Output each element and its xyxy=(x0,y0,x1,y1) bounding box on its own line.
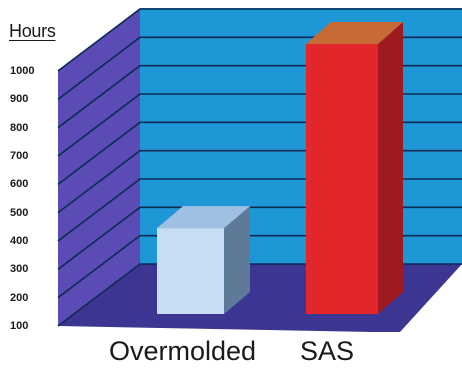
bar-overmolded-top xyxy=(157,206,250,229)
x-category-label: SAS xyxy=(300,336,355,366)
left-wall xyxy=(58,8,140,326)
bar-overmolded-side xyxy=(224,206,250,314)
grid-line xyxy=(57,8,462,72)
bar-sas-side xyxy=(378,22,403,314)
bar-overmolded xyxy=(157,206,250,314)
bar-sas-front xyxy=(306,44,378,314)
bar-overmolded-front xyxy=(157,228,224,314)
bars xyxy=(157,22,403,314)
x-category-label: Overmolded xyxy=(109,336,257,366)
y-tick-label: 400 xyxy=(10,235,29,247)
y-tick-label: 200 xyxy=(10,291,29,304)
y-tick-label: 1000 xyxy=(10,65,35,77)
y-tick-label: 300 xyxy=(10,263,29,276)
y-tick-label: 800 xyxy=(10,121,29,134)
y-tick-label: 100 xyxy=(10,320,29,332)
y-tick-label: 500 xyxy=(10,206,29,219)
y-tick-label: 600 xyxy=(10,178,29,191)
y-tick-label: 700 xyxy=(10,150,29,162)
bar-sas-top xyxy=(306,22,403,44)
y-tick-label: 900 xyxy=(10,93,29,106)
bar-sas xyxy=(306,22,403,314)
y-axis-label: Hours xyxy=(9,21,56,41)
